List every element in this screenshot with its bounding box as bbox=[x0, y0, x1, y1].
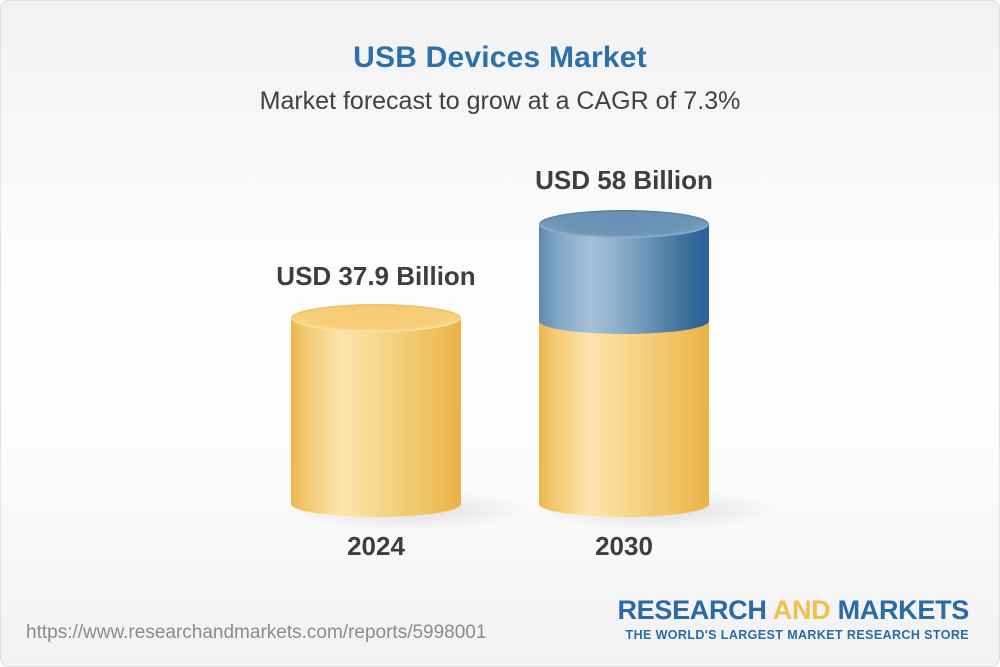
logo-wordmark: RESEARCH AND MARKETS bbox=[617, 595, 969, 626]
page-title: USB Devices Market bbox=[353, 41, 647, 74]
bar-2030-growth-segment bbox=[539, 224, 709, 334]
value-label-2024: USD 37.9 Billion bbox=[276, 261, 476, 291]
page-subtitle: Market forecast to grow at a CAGR of 7.3… bbox=[259, 87, 741, 115]
value-label-2030: USD 58 Billion bbox=[535, 165, 713, 195]
bar-2024-base-segment bbox=[291, 318, 461, 517]
category-label-2030: 2030 bbox=[595, 531, 653, 561]
report-url[interactable]: https://www.researchandmarkets.com/repor… bbox=[26, 622, 487, 643]
category-label-2024: 2024 bbox=[347, 531, 405, 561]
bar-2024 bbox=[291, 304, 461, 517]
bar-2030-top-cap bbox=[539, 210, 709, 238]
logo-tagline: THE WORLD'S LARGEST MARKET RESEARCH STOR… bbox=[625, 628, 969, 642]
bar-2024-top-cap bbox=[291, 304, 461, 332]
researchandmarkets-logo: RESEARCH AND MARKETS THE WORLD'S LARGEST… bbox=[617, 595, 969, 642]
logo-word-and: AND bbox=[772, 595, 831, 625]
bar-2030-base-segment bbox=[539, 321, 709, 517]
bar-2030 bbox=[539, 210, 709, 517]
logo-word-research: RESEARCH bbox=[617, 595, 767, 625]
logo-word-markets: MARKETS bbox=[837, 595, 970, 625]
